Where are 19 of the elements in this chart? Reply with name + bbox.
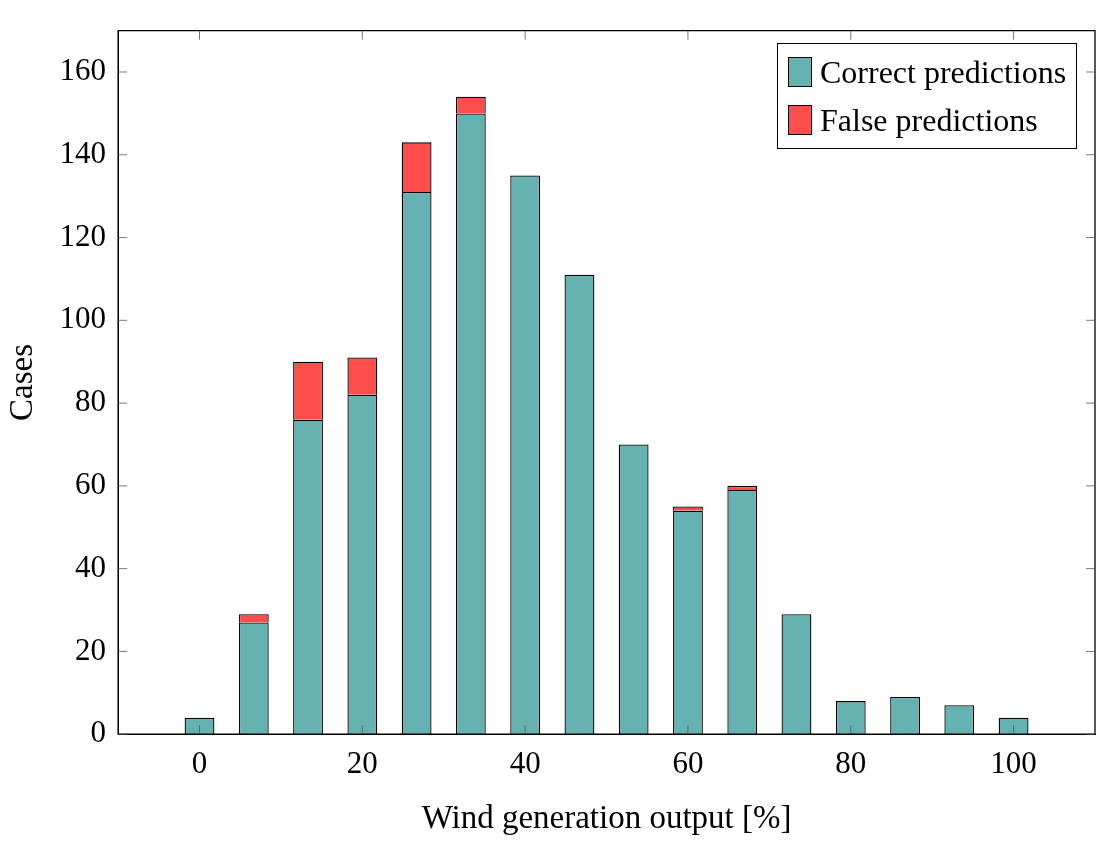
y-tick-label: 160 [59,52,107,88]
x-tick-label: 20 [346,744,378,780]
x-tick-label: 40 [509,744,541,780]
y-tick-label: 80 [75,383,107,419]
y-tick-label: 120 [59,217,107,253]
legend-label: Correct predictions [820,52,1067,92]
y-tick-label: 0 [90,714,107,750]
y-tick-label: 20 [75,631,107,667]
y-tick-label: 100 [59,300,107,336]
y-tick-label: 60 [75,466,107,502]
x-axis-title: Wind generation output [%] [421,798,792,835]
x-tick-label: 80 [835,744,867,780]
y-tick-label: 140 [59,134,107,170]
legend-label: False predictions [820,100,1038,140]
x-tick-label: 0 [191,744,208,780]
x-tick-label: 100 [990,744,1037,780]
y-axis-title: Cases [3,343,40,421]
x-tick-label: 60 [672,744,704,780]
y-tick-label: 40 [75,548,107,584]
